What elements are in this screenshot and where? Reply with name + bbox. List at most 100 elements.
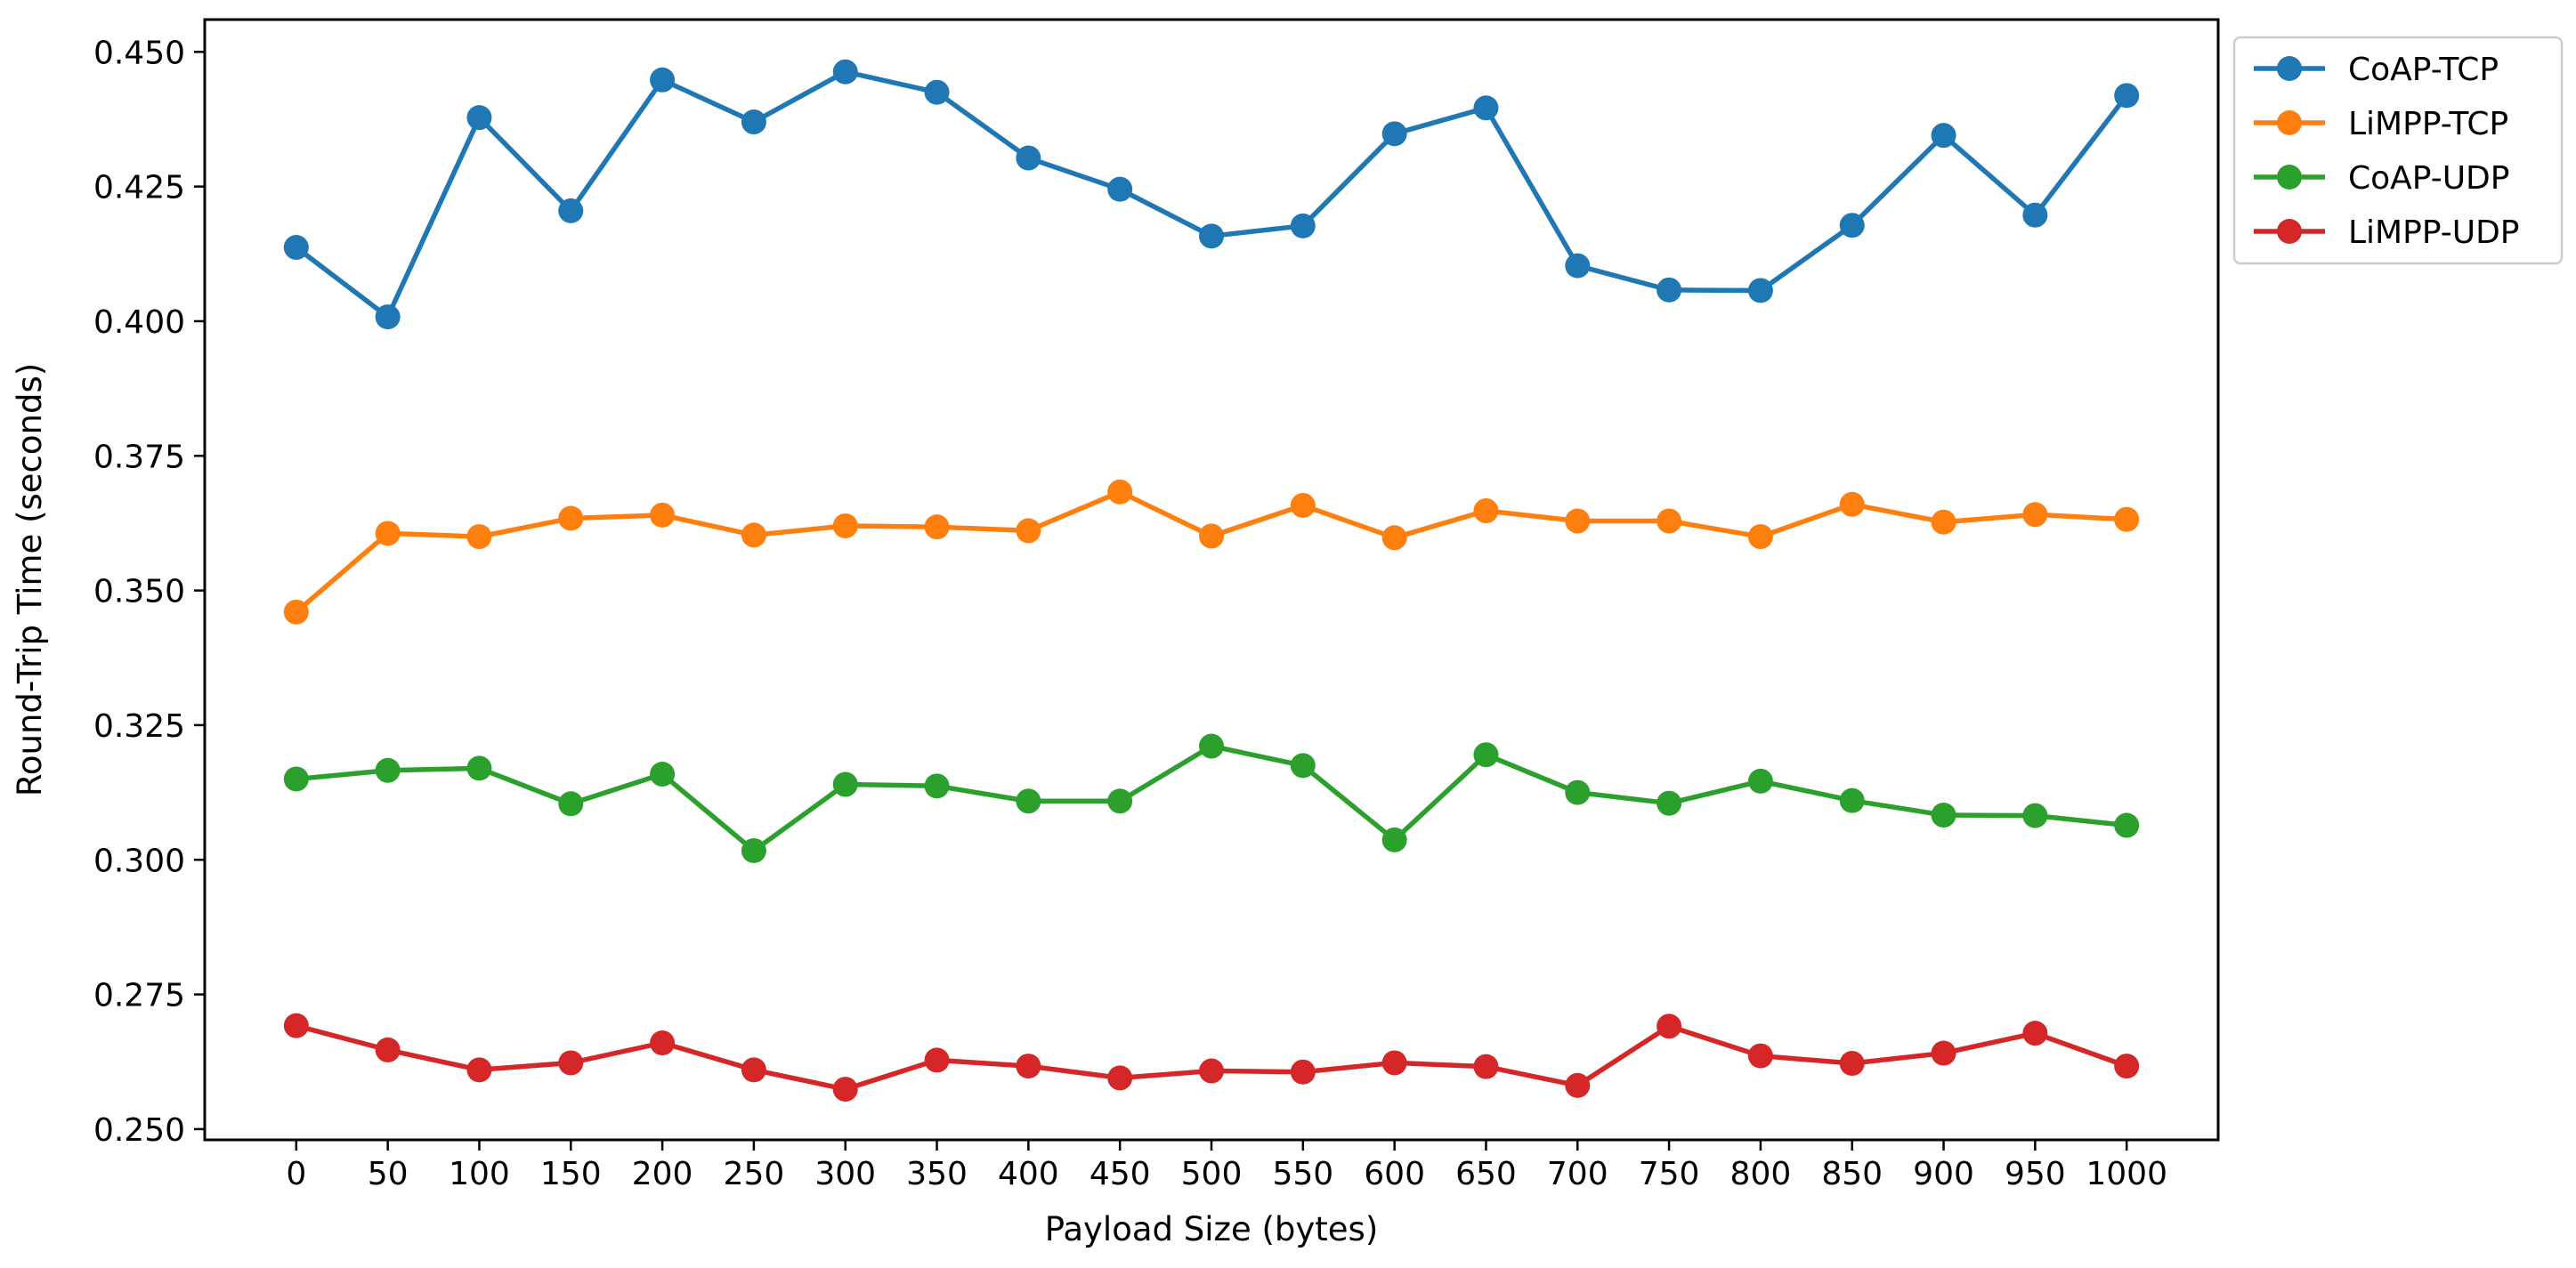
legend-label: LiMPP-TCP <box>2348 106 2508 142</box>
y-tick-label: 0.425 <box>93 170 185 206</box>
data-point-coap-tcp <box>924 79 950 105</box>
data-point-limpp-udp <box>741 1057 766 1083</box>
y-tick-label: 0.450 <box>93 35 185 71</box>
x-tick-label: 850 <box>1821 1156 1883 1192</box>
data-point-limpp-udp <box>1199 1058 1224 1084</box>
data-point-coap-tcp <box>1290 213 1316 238</box>
data-point-limpp-tcp <box>1839 491 1865 517</box>
data-point-coap-tcp <box>1657 277 1682 303</box>
data-point-limpp-udp <box>2022 1021 2048 1046</box>
data-point-coap-tcp <box>650 67 676 93</box>
data-point-limpp-udp <box>283 1013 309 1038</box>
legend-marker <box>2277 56 2302 81</box>
data-point-coap-tcp <box>1565 253 1591 279</box>
data-point-limpp-tcp <box>283 599 309 625</box>
data-point-limpp-udp <box>2114 1054 2140 1079</box>
data-point-coap-tcp <box>832 59 858 85</box>
data-point-coap-tcp <box>1016 145 1041 171</box>
data-point-limpp-udp <box>650 1030 676 1056</box>
data-point-coap-tcp <box>1199 223 1224 249</box>
data-point-coap-udp <box>924 773 950 799</box>
data-point-limpp-udp <box>1290 1059 1316 1085</box>
series-limpp-tcp <box>283 479 2140 625</box>
x-tick-label: 200 <box>632 1156 693 1192</box>
data-point-limpp-udp <box>1747 1043 1773 1069</box>
y-tick-label: 0.375 <box>93 439 185 475</box>
series-coap-tcp <box>283 59 2140 330</box>
data-point-coap-udp <box>558 791 584 817</box>
data-point-limpp-udp <box>832 1077 858 1102</box>
data-point-coap-udp <box>741 837 766 863</box>
x-tick-label: 950 <box>2005 1156 2066 1192</box>
data-point-limpp-udp <box>1473 1054 1499 1079</box>
data-point-limpp-tcp <box>1016 518 1041 544</box>
legend-entry-coap-tcp: CoAP-TCP <box>2254 52 2499 88</box>
legend-entry-coap-udp: CoAP-UDP <box>2254 160 2509 197</box>
data-point-limpp-tcp <box>1199 523 1224 549</box>
data-point-coap-tcp <box>466 105 492 131</box>
data-point-limpp-udp <box>1657 1014 1682 1039</box>
data-point-coap-udp <box>1107 788 1133 814</box>
legend-entry-limpp-tcp: LiMPP-TCP <box>2254 106 2508 142</box>
y-tick-label: 0.275 <box>93 978 185 1014</box>
data-point-limpp-udp <box>1565 1072 1591 1098</box>
data-point-coap-tcp <box>375 304 401 330</box>
x-tick-label: 1000 <box>2086 1156 2167 1192</box>
x-tick-label: 250 <box>724 1156 785 1192</box>
data-point-coap-udp <box>1747 768 1773 794</box>
x-tick-label: 150 <box>540 1156 602 1192</box>
data-point-limpp-tcp <box>1381 525 1407 551</box>
y-tick-label: 0.250 <box>93 1112 185 1149</box>
data-point-coap-udp <box>466 755 492 781</box>
data-point-limpp-tcp <box>558 505 584 531</box>
data-point-limpp-udp <box>375 1037 401 1062</box>
data-point-coap-udp <box>1931 803 1956 828</box>
data-point-limpp-tcp <box>924 514 950 540</box>
x-tick-label: 800 <box>1730 1156 1792 1192</box>
data-point-limpp-udp <box>466 1057 492 1083</box>
x-tick-label: 550 <box>1272 1156 1333 1192</box>
x-axis-ticks: 0 50 100 150 200 250 300 350 400 450 500 550 600 650 7… <box>286 1140 2167 1192</box>
y-axis-ticks: 0.250 0.275 0.300 0.325 0.350 0.375 0.400 0.425… <box>93 35 205 1149</box>
data-point-coap-udp <box>832 771 858 797</box>
data-point-coap-udp <box>283 766 309 792</box>
data-point-limpp-tcp <box>1565 508 1591 534</box>
x-tick-label: 600 <box>1364 1156 1425 1192</box>
x-tick-label: 450 <box>1090 1156 1151 1192</box>
data-point-coap-udp <box>2114 812 2140 838</box>
data-point-coap-udp <box>1290 753 1316 779</box>
data-point-coap-tcp <box>1931 123 1956 149</box>
x-tick-label: 900 <box>1913 1156 1974 1192</box>
data-point-limpp-udp <box>924 1047 950 1073</box>
legend-entry-limpp-udp: LiMPP-UDP <box>2254 214 2520 251</box>
y-tick-label: 0.400 <box>93 304 185 341</box>
data-point-coap-tcp <box>1107 176 1133 202</box>
data-point-coap-udp <box>1381 827 1407 852</box>
data-point-limpp-udp <box>1107 1065 1133 1091</box>
data-point-coap-udp <box>1565 779 1591 805</box>
data-point-coap-tcp <box>1747 278 1773 303</box>
x-axis-label: Payload Size (bytes) <box>1045 1210 1379 1248</box>
data-point-coap-tcp <box>2022 202 2048 228</box>
legend-marker <box>2277 165 2302 190</box>
data-point-limpp-tcp <box>741 522 766 548</box>
data-point-coap-tcp <box>1381 121 1407 147</box>
legend-label: CoAP-UDP <box>2348 160 2509 197</box>
x-tick-label: 300 <box>814 1156 876 1192</box>
x-tick-label: 50 <box>368 1156 409 1192</box>
data-point-limpp-tcp <box>1290 492 1316 518</box>
legend-label: LiMPP-UDP <box>2348 214 2520 251</box>
y-tick-label: 0.350 <box>93 574 185 610</box>
legend-label: CoAP-TCP <box>2348 52 2499 88</box>
data-point-coap-udp <box>650 762 676 787</box>
data-point-limpp-tcp <box>1657 508 1682 534</box>
data-point-limpp-udp <box>1381 1050 1407 1076</box>
y-axis-label: Round-Trip Time (seconds) <box>11 363 49 796</box>
data-point-limpp-udp <box>558 1050 584 1076</box>
data-point-limpp-tcp <box>1747 524 1773 550</box>
data-point-coap-tcp <box>741 109 766 135</box>
data-point-limpp-tcp <box>2022 502 2048 528</box>
data-point-limpp-tcp <box>375 521 401 546</box>
